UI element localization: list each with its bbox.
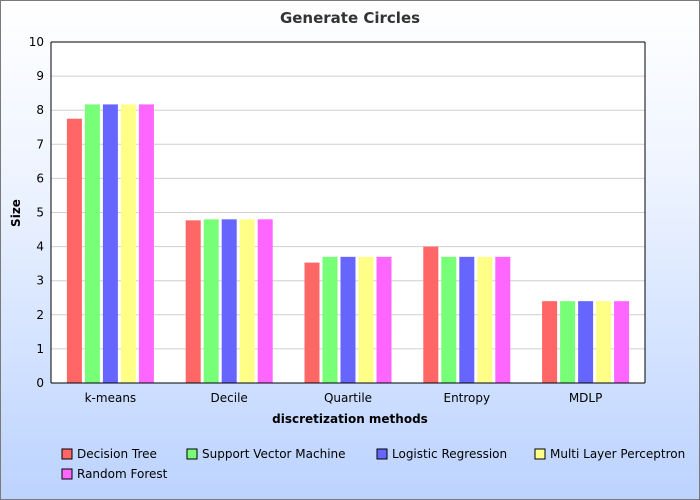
bar-decision-tree-decile (185, 220, 201, 383)
bar-multi-layer-perceptron-decile (239, 219, 255, 383)
bar-support-vector-machine-mdlp (560, 301, 576, 383)
x-axis-title: discretization methods (272, 412, 428, 426)
bar-logistic-regression-k-means (102, 104, 118, 383)
bar-multi-layer-perceptron-entropy (477, 256, 493, 383)
y-tick-label: 5 (36, 206, 44, 220)
x-tick-label: MDLP (569, 391, 603, 405)
x-tick-labels: k-means Decile Quartile Entropy MDLP (85, 391, 603, 405)
y-tick-label: 2 (36, 308, 44, 322)
bar-logistic-regression-mdlp (578, 301, 594, 383)
bar-support-vector-machine-decile (203, 219, 219, 383)
legend-item: Support Vector Machine (186, 447, 346, 461)
bars-group (66, 104, 630, 383)
bar-multi-layer-perceptron-k-means (120, 104, 136, 383)
legend-swatch (61, 468, 73, 480)
legend-item: Decision Tree (61, 447, 157, 461)
bar-logistic-regression-decile (221, 219, 237, 383)
bar-decision-tree-k-means (66, 118, 82, 383)
legend-item: Logistic Regression (376, 447, 507, 461)
legend: Decision Tree Support Vector Machine Logis… (61, 447, 685, 481)
x-tick-label: Quartile (324, 391, 372, 405)
legend-swatch (186, 448, 198, 460)
y-tick-label: 1 (36, 342, 44, 356)
bar-random-forest-decile (257, 219, 273, 383)
legend-item: Multi Layer Perceptron (534, 447, 685, 461)
bar-decision-tree-quartile (304, 262, 320, 383)
bar-random-forest-quartile (376, 256, 392, 383)
legend-item: Random Forest (61, 467, 168, 481)
bar-logistic-regression-entropy (459, 256, 475, 383)
bar-random-forest-entropy (495, 256, 511, 383)
bar-support-vector-machine-k-means (84, 104, 100, 383)
legend-label: Logistic Regression (392, 447, 507, 461)
legend-swatch (376, 448, 388, 460)
bar-decision-tree-mdlp (542, 301, 558, 383)
chart-title: Generate Circles (280, 9, 420, 27)
y-tick-label: 10 (29, 35, 44, 49)
legend-swatch (534, 448, 546, 460)
bar-decision-tree-entropy (423, 246, 439, 383)
y-tick-label: 9 (36, 69, 44, 83)
legend-label: Random Forest (77, 467, 168, 481)
bar-logistic-regression-quartile (340, 256, 356, 383)
y-tick-label: 4 (36, 240, 44, 254)
bar-multi-layer-perceptron-quartile (358, 256, 374, 383)
legend-label: Decision Tree (77, 447, 157, 461)
x-tick-label: k-means (85, 391, 137, 405)
bar-support-vector-machine-quartile (322, 256, 338, 383)
y-axis-title: Size (9, 199, 23, 227)
x-tick-label: Decile (211, 391, 248, 405)
y-tick-label: 8 (36, 103, 44, 117)
x-tick-label: Entropy (443, 391, 490, 405)
legend-label: Multi Layer Perceptron (550, 447, 685, 461)
bar-random-forest-mdlp (614, 301, 630, 383)
y-tick-label: 7 (36, 137, 44, 151)
y-tick-labels: 0 1 2 3 4 5 6 7 8 9 10 (29, 35, 44, 390)
bar-random-forest-k-means (138, 104, 154, 383)
legend-swatch (61, 448, 73, 460)
y-tick-label: 6 (36, 171, 44, 185)
y-tick-label: 3 (36, 274, 44, 288)
legend-label: Support Vector Machine (202, 447, 346, 461)
bar-multi-layer-perceptron-mdlp (596, 301, 612, 383)
bar-support-vector-machine-entropy (441, 256, 457, 383)
y-tick-label: 0 (36, 376, 44, 390)
